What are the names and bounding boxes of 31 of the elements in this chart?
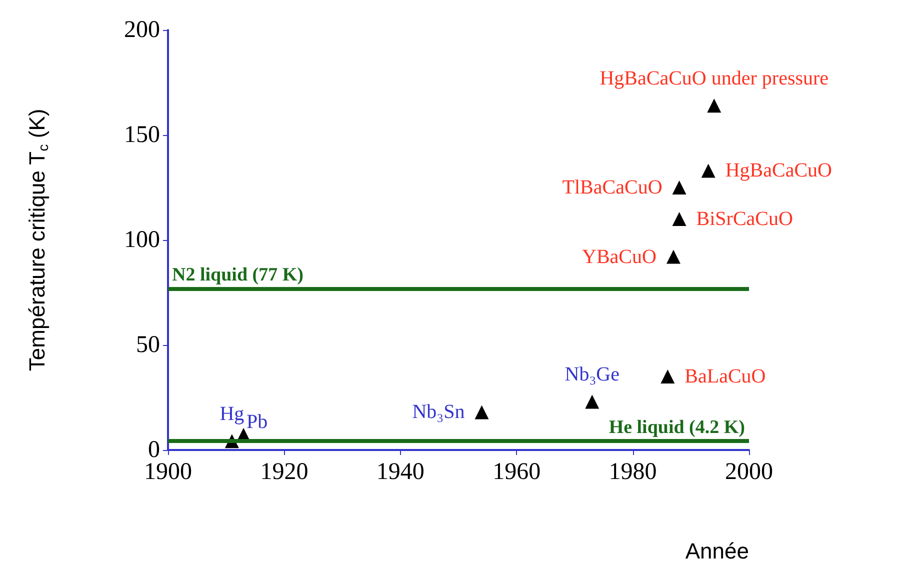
x-tick-label: 1920 [260, 459, 308, 485]
point [701, 164, 716, 178]
y-axis-title: Température critique Tc (K) [24, 108, 51, 372]
data-label: YBaCuO [582, 246, 656, 268]
x-axis-title: Année [685, 538, 749, 564]
data-label: HgBaCaCuO under pressure [600, 68, 829, 90]
x-tick-label: 2000 [725, 459, 773, 485]
point [672, 180, 686, 194]
data-label: Nb₃Sn [412, 401, 465, 424]
x-tick-label: 1940 [376, 459, 424, 485]
data-label: TlBaCaCuO [562, 176, 662, 198]
x-tick-label: 1960 [492, 459, 541, 485]
x-tick-label: 1980 [608, 459, 657, 485]
point [474, 405, 489, 420]
y-tick-label: 150 [124, 122, 160, 148]
point [707, 98, 722, 113]
ref-line-label: N2 liquid (77 K) [172, 264, 304, 286]
ref-line-label: He liquid (4.2 K) [608, 417, 745, 438]
data-label: BiSrCaCuO [696, 208, 793, 230]
y-tick-label: 200 [124, 17, 160, 43]
point [660, 370, 675, 384]
data-label: BaLaCuO [684, 366, 766, 388]
y-tick-label: 50 [136, 332, 160, 358]
point [585, 394, 600, 409]
y-tick-label: 100 [124, 227, 160, 253]
point [666, 250, 680, 264]
data-label: HgBaCaCuO [725, 160, 832, 182]
data-label: Nb₃Ge [564, 364, 620, 386]
data-label: Hg [220, 403, 244, 426]
data-label: Pb [246, 410, 268, 433]
point [672, 212, 686, 226]
